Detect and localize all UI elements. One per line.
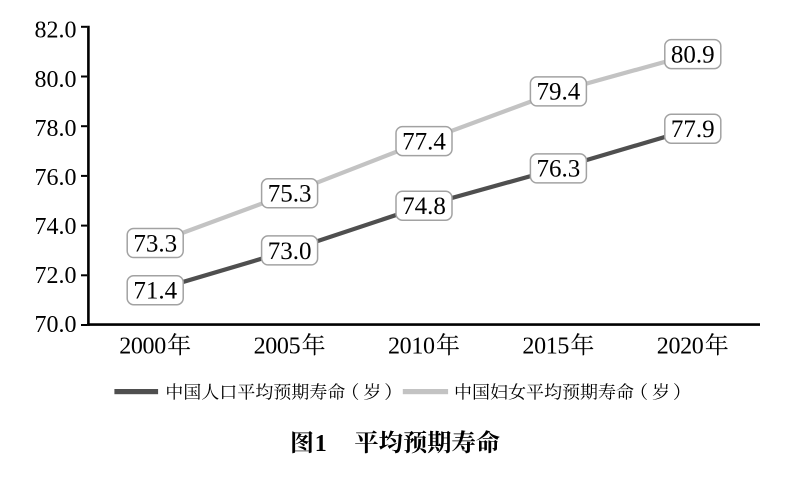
svg-text:76.0: 76.0 xyxy=(35,165,77,191)
svg-text:1: 1 xyxy=(315,431,327,457)
svg-text:71.4: 71.4 xyxy=(133,278,177,305)
svg-text:82.0: 82.0 xyxy=(35,18,77,44)
svg-text:74.8: 74.8 xyxy=(402,193,446,220)
svg-text:2000: 2000 xyxy=(119,334,166,360)
svg-text:80.9: 80.9 xyxy=(671,41,715,68)
svg-text:2020: 2020 xyxy=(657,334,704,360)
svg-text:2015: 2015 xyxy=(522,334,569,360)
svg-text:78.0: 78.0 xyxy=(35,116,77,142)
svg-text:2005: 2005 xyxy=(254,334,301,360)
svg-text:72.0: 72.0 xyxy=(35,263,77,289)
svg-text:73.3: 73.3 xyxy=(133,230,177,257)
svg-text:2010: 2010 xyxy=(388,334,435,360)
svg-text:80.0: 80.0 xyxy=(35,67,77,93)
svg-text:74.0: 74.0 xyxy=(35,214,77,240)
svg-text:73.0: 73.0 xyxy=(268,238,312,265)
svg-text:76.3: 76.3 xyxy=(537,156,581,183)
svg-text:79.4: 79.4 xyxy=(537,79,581,106)
svg-text:77.9: 77.9 xyxy=(671,116,715,143)
svg-text:70.0: 70.0 xyxy=(35,312,77,338)
svg-text:75.3: 75.3 xyxy=(268,181,312,208)
svg-text:77.4: 77.4 xyxy=(402,128,446,155)
